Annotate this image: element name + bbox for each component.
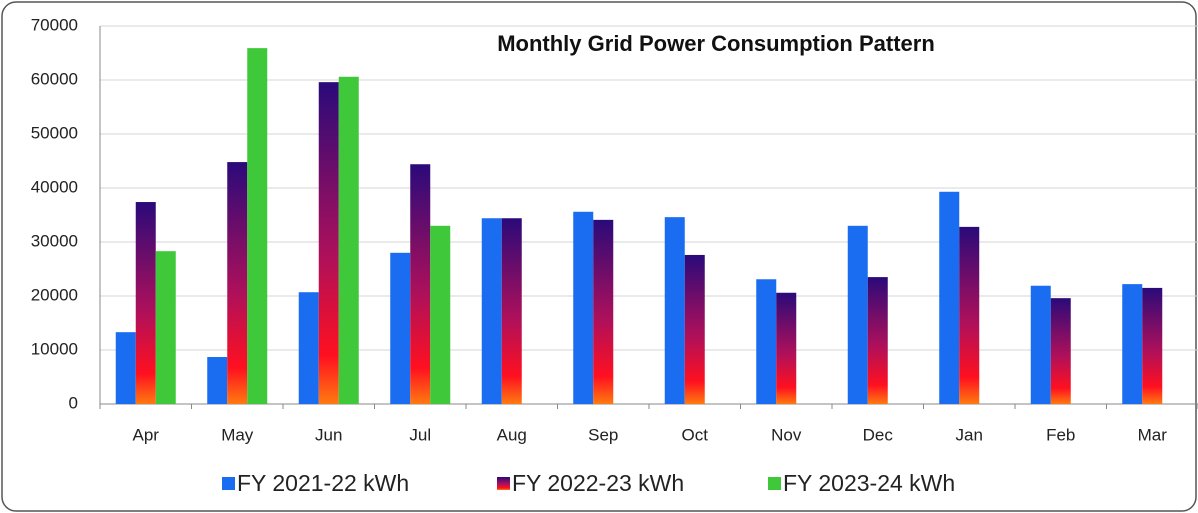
x-tick-label: Jan <box>956 425 983 444</box>
bar <box>501 218 522 404</box>
bar <box>776 292 797 404</box>
bar <box>338 76 359 404</box>
x-tick-label: Aug <box>497 425 527 444</box>
legend-label: FY 2022-23 kWh <box>512 470 684 496</box>
bar <box>227 162 248 404</box>
x-tick-label: Oct <box>682 425 709 444</box>
bar <box>390 252 411 404</box>
bar <box>1030 285 1051 404</box>
x-tick-label: Apr <box>133 425 160 444</box>
bar <box>298 292 319 404</box>
bar <box>481 218 502 404</box>
y-tick-label: 50000 <box>31 123 78 142</box>
bar <box>1122 284 1143 404</box>
bar <box>135 202 156 404</box>
x-tick-label: Jul <box>409 425 431 444</box>
bar <box>247 48 268 404</box>
bar <box>684 254 705 404</box>
x-tick-label: May <box>221 425 254 444</box>
y-tick-label: 70000 <box>31 15 78 34</box>
bar <box>410 164 431 404</box>
bar <box>939 191 960 404</box>
y-tick-label: 10000 <box>31 339 78 358</box>
y-tick-label: 20000 <box>31 285 78 304</box>
x-tick-label: Mar <box>1138 425 1168 444</box>
x-tick-label: Jun <box>315 425 342 444</box>
legend-swatch <box>768 477 781 490</box>
legend-swatch <box>497 477 510 490</box>
x-tick-label: Dec <box>863 425 894 444</box>
bar <box>115 332 136 404</box>
y-tick-label: 30000 <box>31 231 78 250</box>
x-tick-label: Feb <box>1046 425 1075 444</box>
legend-label: FY 2023-24 kWh <box>783 470 955 496</box>
bar <box>847 225 868 404</box>
chart-title: Monthly Grid Power Consumption Pattern <box>497 31 935 56</box>
y-tick-label: 40000 <box>31 177 78 196</box>
legend-swatch <box>222 477 235 490</box>
y-tick-label: 60000 <box>31 69 78 88</box>
bar <box>430 225 451 404</box>
bar <box>207 357 228 404</box>
bar <box>867 277 888 404</box>
bar <box>1142 287 1163 404</box>
x-tick-label: Sep <box>588 425 618 444</box>
bar <box>664 217 685 404</box>
bar <box>573 211 594 404</box>
bar <box>959 226 980 404</box>
bar <box>1050 298 1071 404</box>
x-tick-label: Nov <box>771 425 802 444</box>
bar <box>155 251 176 404</box>
bar <box>318 82 339 404</box>
legend-label: FY 2021-22 kWh <box>237 470 409 496</box>
y-tick-label: 0 <box>69 393 78 412</box>
bar <box>756 279 777 404</box>
bar <box>593 219 614 404</box>
